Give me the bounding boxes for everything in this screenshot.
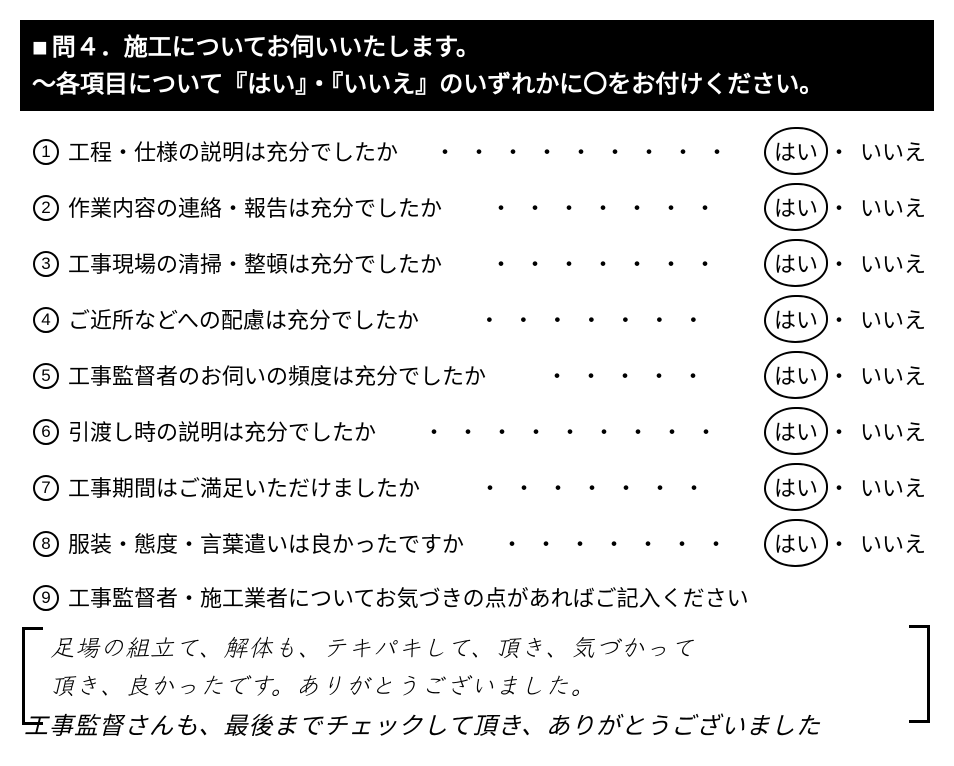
answer-group: はい ・ いいえ (770, 471, 930, 503)
question-row-freeform: 9 工事監督者・施工業者についてお気づきの点があればご記入ください (24, 581, 930, 613)
answer-group: はい ・ いいえ (770, 527, 930, 559)
answer-separator: ・ (822, 191, 856, 223)
answer-group: はい ・ いいえ (770, 303, 930, 335)
question-text: 工事監督者・施工業者についてお気づきの点があればご記入ください (68, 581, 755, 613)
question-row: 2 作業内容の連絡・報告は充分でしたか ・・・・・・・ はい ・ いいえ (24, 189, 930, 225)
answer-no[interactable]: いいえ (856, 303, 930, 335)
question-number: 4 (24, 305, 68, 333)
answer-yes[interactable]: はい (770, 527, 822, 559)
question-text: 工事監督者のお伺いの頻度は充分でしたか (68, 359, 492, 391)
question-row: 4 ご近所などへの配慮は充分でしたか ・・・・・・・ はい ・ いいえ (24, 301, 930, 337)
answer-yes[interactable]: はい (770, 303, 822, 335)
answer-yes[interactable]: はい (770, 247, 822, 279)
square-bullet-icon: ■ (32, 28, 48, 67)
answer-no[interactable]: いいえ (856, 471, 930, 503)
header-line-1: ■ 問４． 施工についてお伺いいたします。 (32, 28, 922, 67)
answer-no[interactable]: いいえ (856, 415, 930, 447)
answer-no[interactable]: いいえ (856, 247, 930, 279)
answer-group: はい ・ いいえ (770, 247, 930, 279)
answer-no[interactable]: いいえ (856, 191, 930, 223)
answer-yes[interactable]: はい (770, 359, 822, 391)
leader-dots: ・・・・・・・ (470, 527, 770, 559)
leader-dots: ・・・・・・・ (425, 303, 770, 335)
question-text: ご近所などへの配慮は充分でしたか (68, 303, 425, 335)
answer-separator: ・ (822, 527, 856, 559)
question-text: 服装・態度・言葉遣いは良かったですか (68, 527, 470, 559)
question-number: 9 (24, 583, 68, 611)
handwritten-response: 足場の組立て、解体も、テキパキして、頂き、気づかって 頂き、良かったです。ありが… (20, 627, 934, 704)
question-number: 6 (24, 417, 68, 445)
question-row: 6 引渡し時の説明は充分でしたか ・・・・・・・・・ はい ・ いいえ (24, 413, 930, 449)
bracket-left-icon (22, 627, 43, 725)
answer-yes[interactable]: はい (770, 191, 822, 223)
question-row: 8 服装・態度・言葉遣いは良かったですか ・・・・・・・ はい ・ いいえ (24, 525, 930, 561)
question-text: 工程・仕様の説明は充分でしたか (68, 135, 404, 167)
answer-no[interactable]: いいえ (856, 359, 930, 391)
question-row: 3 工事現場の清掃・整頓は充分でしたか ・・・・・・・ はい ・ いいえ (24, 245, 930, 281)
header-prefix: 問４． (52, 30, 124, 66)
question-number: 3 (24, 249, 68, 277)
question-number: 8 (24, 529, 68, 557)
answer-group: はい ・ いいえ (770, 415, 930, 447)
questions-list: 1 工程・仕様の説明は充分でしたか ・・・・・・・・・ はい ・ いいえ 2 作… (20, 133, 934, 613)
question-row: 1 工程・仕様の説明は充分でしたか ・・・・・・・・・ はい ・ いいえ (24, 133, 930, 169)
answer-yes[interactable]: はい (770, 471, 822, 503)
answer-separator: ・ (822, 359, 856, 391)
handwritten-line: 工事監督さんも、最後までチェックして頂き、ありがとうございました (20, 708, 934, 746)
question-number: 7 (24, 473, 68, 501)
question-number: 2 (24, 193, 68, 221)
answer-separator: ・ (822, 415, 856, 447)
question-number: 1 (24, 137, 68, 165)
question-row: 7 工事期間はご満足いただけましたか ・・・・・・・ はい ・ いいえ (24, 469, 930, 505)
answer-group: はい ・ いいえ (770, 135, 930, 167)
answer-no[interactable]: いいえ (856, 135, 930, 167)
answer-group: はい ・ いいえ (770, 191, 930, 223)
leader-dots: ・・・・・・・ (448, 247, 770, 279)
header-line-2: ～各項目について『はい』・『いいえ』のいずれかに〇をお付けください。 (32, 67, 922, 103)
leader-dots: ・・・・・・・ (448, 191, 770, 223)
question-text: 工事期間はご満足いただけましたか (68, 471, 426, 503)
leader-dots: ・・・・・・・・・ (404, 135, 770, 167)
header-title: 施工についてお伺いいたします。 (124, 30, 480, 66)
leader-dots: ・・・・・・・ (426, 471, 770, 503)
answer-separator: ・ (822, 247, 856, 279)
answer-separator: ・ (822, 135, 856, 167)
leader-dots: ・・・・・ (492, 359, 770, 391)
answer-no[interactable]: いいえ (856, 527, 930, 559)
answer-separator: ・ (822, 303, 856, 335)
question-text: 工事現場の清掃・整頓は充分でしたか (68, 247, 448, 279)
leader-dots: ・・・・・・・・・ (382, 415, 770, 447)
bracket-right-icon (909, 625, 930, 723)
handwritten-line: 足場の組立て、解体も、テキパキして、頂き、気づかって (20, 627, 934, 665)
question-row: 5 工事監督者のお伺いの頻度は充分でしたか ・・・・・ はい ・ いいえ (24, 357, 930, 393)
answer-separator: ・ (822, 471, 856, 503)
answer-yes[interactable]: はい (770, 415, 822, 447)
handwritten-line: 頂き、良かったです。ありがとうございました。 (20, 665, 934, 703)
question-number: 5 (24, 361, 68, 389)
answer-yes[interactable]: はい (770, 135, 822, 167)
question-header: ■ 問４． 施工についてお伺いいたします。 ～各項目について『はい』・『いいえ』… (20, 20, 934, 111)
answer-group: はい ・ いいえ (770, 359, 930, 391)
question-text: 引渡し時の説明は充分でしたか (68, 415, 382, 447)
question-text: 作業内容の連絡・報告は充分でしたか (68, 191, 448, 223)
